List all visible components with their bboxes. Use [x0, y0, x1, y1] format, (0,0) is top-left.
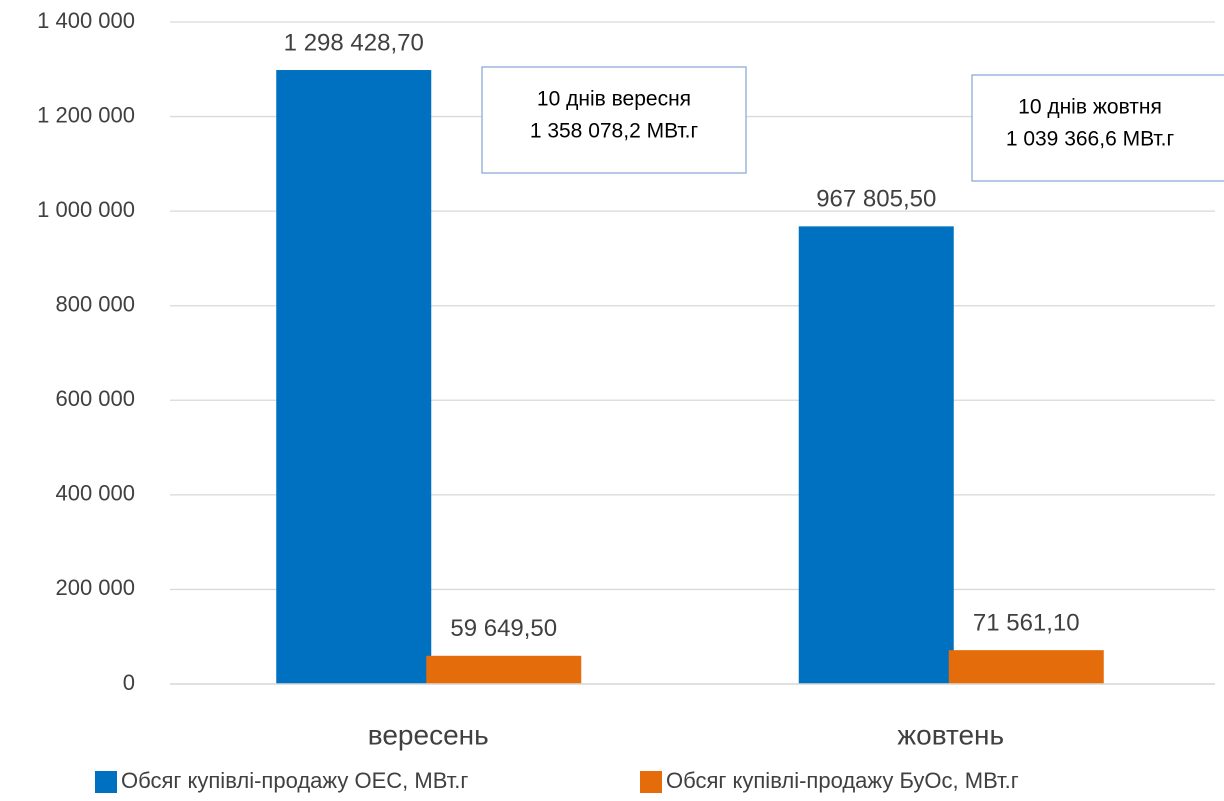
y-tick-label: 400 000 [55, 481, 135, 506]
y-tick-label: 0 [123, 670, 135, 695]
x-tick-label: вересень [368, 719, 489, 750]
bar [426, 655, 582, 684]
annotation-box [481, 66, 747, 174]
bar [276, 70, 432, 685]
value-label: 71 561,10 [973, 610, 1080, 637]
value-label: 59 649,50 [450, 615, 557, 642]
value-label: 1 298 428,70 [284, 29, 424, 56]
y-tick-label: 1 000 000 [37, 197, 135, 222]
y-tick-label: 800 000 [55, 292, 135, 317]
x-tick-label: жовтень [897, 719, 1004, 750]
y-tick-label: 600 000 [55, 386, 135, 411]
y-tick-label: 1 200 000 [37, 102, 135, 127]
annotation-text: 10 днів вересня [537, 88, 691, 111]
y-tick-label: 200 000 [55, 575, 135, 600]
bar [798, 226, 954, 684]
value-label: 967 805,50 [816, 186, 936, 213]
annotation-text: 10 днів жовтня [1018, 96, 1162, 119]
bar [948, 650, 1104, 684]
legend-label: Обсяг купівлі-продажу ОЕС, МВт.г [121, 768, 468, 793]
annotation-box [971, 74, 1224, 182]
annotation-text: 1 358 078,2 МВт.г [530, 120, 699, 143]
legend-swatch [640, 771, 662, 793]
legend-label: Обсяг купівлі-продажу БуОс, МВт.г [666, 768, 1019, 793]
annotation-text: 1 039 366,6 МВт.г [1006, 128, 1175, 151]
legend-swatch [95, 771, 117, 793]
y-tick-label: 1 400 000 [37, 8, 135, 33]
